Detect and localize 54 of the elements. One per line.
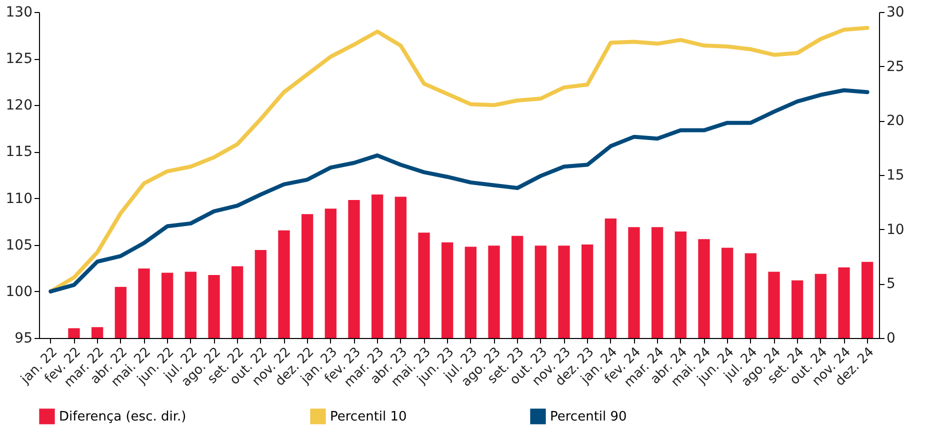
y2-tick-label: 25: [886, 58, 904, 75]
bar: [768, 272, 780, 338]
line-series: [48, 88, 870, 294]
bar: [674, 232, 686, 338]
bar: [862, 262, 874, 338]
bar: [652, 227, 664, 338]
bar: [698, 239, 710, 338]
bar: [604, 218, 616, 338]
bar: [628, 227, 640, 338]
bar: [512, 236, 524, 338]
y-tick-label: 115: [6, 144, 32, 160]
bar: [348, 200, 360, 338]
y-tick-label: 105: [6, 237, 32, 254]
bar: [278, 230, 290, 338]
legend-label: Percentil 10: [330, 409, 407, 424]
bar: [92, 327, 104, 338]
bar: [114, 286, 126, 338]
y2-tick-label: 5: [886, 276, 896, 292]
y2-tick-label: 30: [886, 4, 904, 20]
y2-tick-label: 10: [886, 222, 904, 238]
y-tick-label: 95: [14, 330, 32, 346]
bar: [208, 274, 220, 338]
bar: [488, 246, 500, 338]
bar: [184, 272, 196, 338]
y-tick-label: 100: [6, 284, 32, 300]
bar: [162, 272, 174, 338]
bar: [744, 253, 756, 338]
bar: [534, 246, 546, 338]
bar: [464, 246, 476, 338]
bar: [442, 242, 454, 338]
y-tick-label: 130: [6, 4, 32, 20]
bar: [372, 194, 384, 338]
bar: [254, 250, 266, 338]
bar: [302, 214, 314, 338]
bar: [68, 328, 80, 338]
bar: [814, 274, 826, 338]
bar: [138, 268, 150, 338]
bar: [792, 280, 804, 338]
y-tick-label: 110: [6, 190, 32, 207]
y-tick-label: 125: [6, 51, 32, 68]
bar: [418, 232, 430, 338]
legend-label: Diferença (esc. dir.): [59, 409, 186, 424]
bar: [558, 246, 570, 338]
y2-tick-label: 0: [886, 330, 896, 346]
bar: [838, 267, 850, 338]
y2-tick-label: 15: [886, 168, 904, 184]
y-tick-label: 120: [6, 98, 32, 114]
bar: [232, 266, 244, 338]
bar: [722, 248, 734, 338]
bar: [582, 244, 594, 338]
legend-label: Percentil 90: [550, 409, 627, 424]
bar: [324, 208, 336, 338]
bar: [394, 196, 406, 338]
y2-tick-label: 20: [886, 113, 904, 130]
